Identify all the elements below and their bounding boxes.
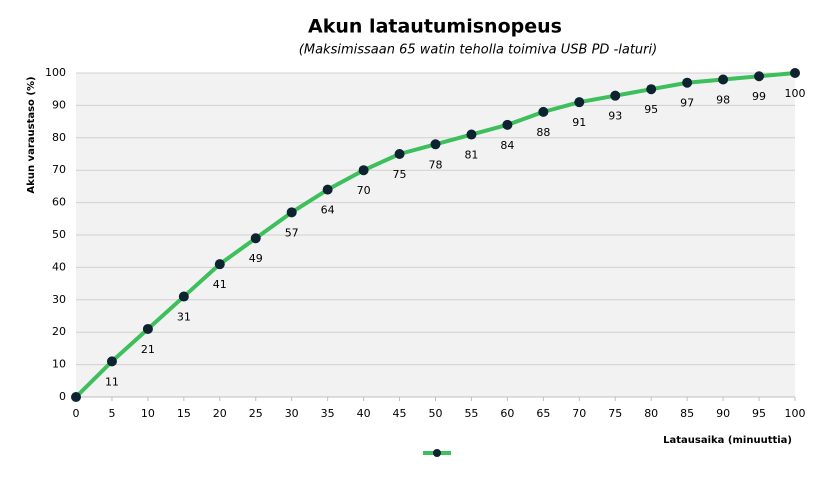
marker — [178, 291, 189, 302]
x-tick-label: 90 — [716, 407, 730, 420]
y-tick-label: 40 — [52, 260, 66, 273]
y-axis-label: Akun varaustaso (%) — [26, 76, 37, 193]
x-tick-label: 55 — [464, 407, 478, 420]
legend-marker — [433, 449, 441, 457]
data-label: 75 — [393, 168, 407, 181]
marker — [610, 90, 621, 101]
y-tick-label: 90 — [52, 98, 66, 111]
x-tick-label: 95 — [752, 407, 766, 420]
marker — [718, 74, 729, 85]
x-tick-label: 15 — [177, 407, 191, 420]
x-tick-label: 75 — [608, 407, 622, 420]
y-tick-label: 20 — [52, 325, 66, 338]
marker — [250, 233, 261, 244]
x-tick-label: 0 — [73, 407, 80, 420]
marker — [646, 84, 657, 95]
x-tick-label: 40 — [357, 407, 371, 420]
data-label: 21 — [141, 343, 155, 356]
y-tick-label: 30 — [52, 293, 66, 306]
data-label: 91 — [572, 116, 586, 129]
marker — [358, 165, 369, 176]
marker — [538, 106, 549, 117]
marker — [322, 184, 333, 195]
marker — [682, 77, 693, 88]
marker — [574, 97, 585, 108]
marker — [71, 392, 81, 402]
x-tick-label: 25 — [249, 407, 263, 420]
marker — [502, 119, 513, 130]
x-tick-label: 20 — [213, 407, 227, 420]
data-label: 11 — [105, 375, 119, 388]
chart-subtitle: (Maksimissaan 65 watin teholla toimiva U… — [299, 43, 657, 58]
x-tick-label: 65 — [536, 407, 550, 420]
data-label: 88 — [536, 126, 550, 139]
data-label: 99 — [752, 90, 766, 103]
marker — [754, 71, 765, 82]
data-label: 31 — [177, 311, 191, 324]
chart-title: Akun latautumisnopeus — [308, 16, 562, 38]
x-tick-label: 60 — [500, 407, 514, 420]
data-label: 57 — [285, 226, 299, 239]
data-label: 95 — [644, 103, 658, 116]
y-tick-label: 80 — [52, 131, 66, 144]
x-tick-label: 35 — [321, 407, 335, 420]
x-tick-label: 70 — [572, 407, 586, 420]
data-label: 81 — [464, 149, 478, 162]
marker — [430, 139, 441, 150]
x-tick-label: 50 — [429, 407, 443, 420]
y-tick-label: 60 — [52, 196, 66, 209]
data-label: 98 — [716, 93, 730, 106]
marker — [466, 129, 477, 140]
y-tick-label: 0 — [59, 390, 66, 403]
marker — [142, 323, 153, 334]
x-tick-label: 10 — [141, 407, 155, 420]
marker — [286, 207, 297, 218]
x-tick-label: 5 — [108, 407, 115, 420]
x-tick-label: 100 — [785, 407, 806, 420]
data-label: 41 — [213, 278, 227, 291]
marker — [394, 149, 405, 159]
y-tick-label: 10 — [52, 358, 66, 371]
data-label: 100 — [785, 87, 806, 100]
y-tick-label: 100 — [45, 66, 66, 79]
x-tick-label: 85 — [680, 407, 694, 420]
data-label: 49 — [249, 252, 263, 265]
data-label: 64 — [321, 204, 335, 217]
y-tick-label: 70 — [52, 163, 66, 176]
data-label: 97 — [680, 97, 694, 110]
x-tick-label: 30 — [285, 407, 299, 420]
x-tick-label: 45 — [393, 407, 407, 420]
data-label: 93 — [608, 110, 622, 123]
marker — [790, 68, 800, 78]
data-label: 78 — [429, 158, 443, 171]
marker — [106, 356, 117, 367]
data-label: 70 — [357, 184, 371, 197]
data-label: 84 — [500, 139, 514, 152]
marker — [214, 259, 225, 270]
x-axis-label: Latausaika (minuuttia) — [663, 435, 792, 446]
y-tick-label: 50 — [52, 228, 66, 241]
x-tick-label: 80 — [644, 407, 658, 420]
